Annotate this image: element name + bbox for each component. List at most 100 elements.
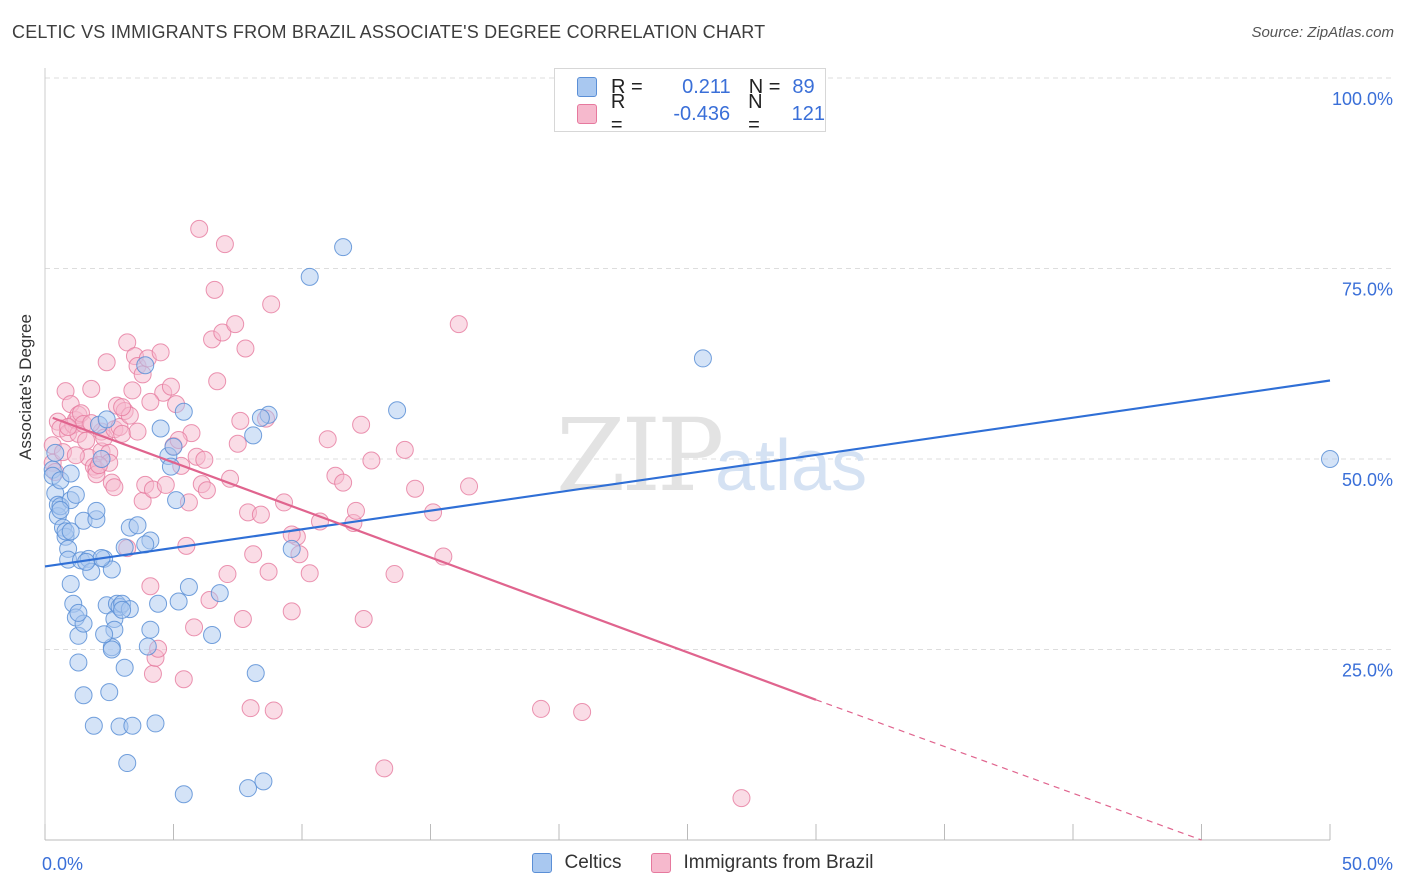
brazil-point [244,545,263,564]
brazil-point [732,789,751,808]
bottom-legend: Celtics Immigrants from Brazil [0,852,1406,874]
brazil-point [228,434,247,453]
legend-r-label: R = [611,75,643,98]
series-celtic-points [43,238,1339,804]
brazil-point [334,473,353,492]
celtic-point [102,560,121,579]
brazil-point [123,381,142,400]
brazil-point [82,379,101,398]
legend-r-value: 0.211 [682,75,731,98]
celtic-point [251,408,270,427]
brazil-point [395,440,414,459]
brazil-point [262,295,281,314]
brazil-point [141,392,160,411]
brazil-point [460,477,479,496]
celtic-point [113,600,132,619]
brazil-point [213,323,232,342]
celtic-point [151,419,170,438]
brazil-point [346,501,365,520]
legend-row-celtics: R = 0.211 N = 89 [577,73,815,101]
brazil-point [215,235,234,254]
celtic-point [61,574,80,593]
brazil-point [156,475,175,494]
y-tick-label: 50.0% [1342,470,1393,490]
brazil-point [264,701,283,720]
chart-title: CELTIC VS IMMIGRANTS FROM BRAZIL ASSOCIA… [12,22,766,42]
celtic-point [388,401,407,420]
brazil-point [406,479,425,498]
celtic-trend-line [44,379,1331,568]
brazil-point [573,702,592,721]
celtic-point [84,716,103,735]
celtic-point [146,714,165,733]
brazil-point [151,343,170,362]
legend-n-value: 121 [791,102,825,125]
brazil-swatch [577,104,597,124]
x-tick-label: 50.0% [1342,854,1393,874]
celtic-point [51,501,70,520]
brazil-point [231,411,250,430]
brazil-point [233,610,252,629]
bottom-legend-brazil: Immigrants from Brazil [651,852,874,874]
brazil-point [375,759,394,778]
celtic-point [92,450,111,468]
celtic-point [149,594,168,613]
brazil-point [251,505,270,524]
celtic-point [254,772,273,791]
brazil-point [318,430,337,449]
celtic-point [61,522,80,541]
celtic-point [203,626,222,645]
celtic-point [136,356,155,375]
celtic-point [141,620,160,639]
trend-lines [44,379,1331,841]
brazil-point [190,219,209,238]
celtic-point [169,592,188,611]
brazil-point [195,450,214,469]
celtic-point [95,625,114,644]
brazil-point [218,565,237,584]
legend-n-value: 89 [792,75,815,98]
x-tick-label: 0.0% [42,854,83,874]
celtic-point [138,637,157,656]
grid-lines [45,77,1395,650]
legend-row-brazil: R = -0.436 N = 121 [577,91,825,136]
celtic-point [244,426,263,445]
legend-n-label: N = [748,75,781,98]
brazil-point [282,602,301,621]
legend-box: R = 0.211 N = 89 R = -0.436 N = 121 [554,68,826,136]
brazil-point [118,333,137,352]
brazil-point [205,280,224,299]
bottom-legend-label: Celtics [564,852,622,873]
brazil-point [221,469,240,488]
brazil-swatch [651,853,672,873]
celtics-swatch [532,853,553,873]
celtic-point [118,754,137,773]
brazil-point [128,422,147,441]
brazil-point [259,562,278,581]
celtic-point [115,658,134,677]
axes [44,68,1331,841]
watermark-zip: ZIP [556,397,721,514]
brazil-point [113,424,132,443]
y-axis-label: Associate's Degree [16,314,35,460]
celtic-point [239,779,258,798]
celtic-point [164,437,183,456]
brazil-point [362,451,381,470]
celtic-point [167,491,186,510]
brazil-point [241,699,260,718]
celtic-point [179,578,198,597]
brazil-point [424,503,443,522]
brazil-point [385,565,404,584]
legend-r-label: R = [610,91,626,136]
celtic-point [128,516,147,535]
tick-labels: 100.0% 75.0% 50.0% 25.0% 0.0% 50.0% [42,89,1393,874]
bottom-legend-celtics: Celtics [532,852,621,874]
celtic-point [46,443,65,462]
celtic-point [102,640,121,659]
brazil-point [208,372,227,391]
brazil-point [66,446,85,465]
brazil-point [352,415,371,434]
brazil-point [105,478,124,497]
celtic-point [97,410,116,429]
